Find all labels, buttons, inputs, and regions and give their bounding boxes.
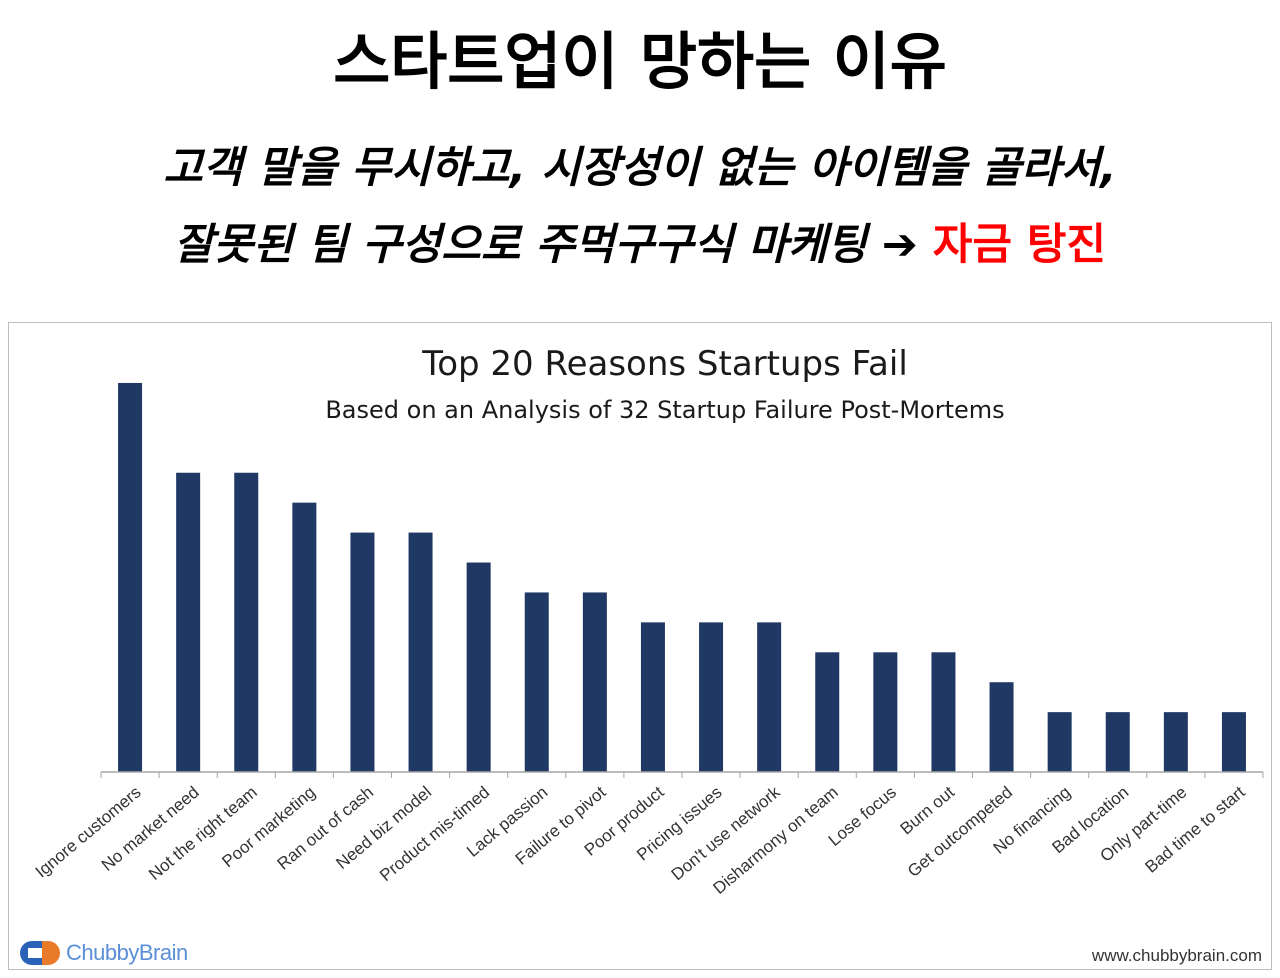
bar — [815, 652, 840, 772]
page-title: 스타트업이 망하는 이유 — [333, 25, 947, 98]
x-tick-label: Bad time to start — [1141, 782, 1248, 876]
x-tick-label: No market need — [98, 783, 203, 875]
bar — [640, 622, 665, 772]
bar — [350, 532, 375, 772]
bar — [118, 382, 143, 772]
bar — [1105, 712, 1130, 772]
chart-subtitle: Based on an Analysis of 32 Startup Failu… — [325, 396, 1004, 424]
logo-text: ChubbyBrain — [66, 940, 188, 965]
x-tick-label: Ignore customers — [32, 783, 145, 882]
bar — [408, 532, 433, 772]
bars-group — [118, 382, 1246, 772]
bar — [582, 592, 607, 772]
bar — [931, 652, 956, 772]
subtitle-line-1: 고객 말을 무시하고, 시장성이 없는 아이템을 골라서, — [163, 143, 1117, 193]
x-tick-label: Not the right team — [145, 783, 261, 884]
subtitle-line-2: 잘못된 팀 구성으로 주먹구구식 마케팅 ➔ 자금 탕진 — [0, 220, 1280, 270]
chubbybrain-logo: ChubbyBrain — [20, 938, 188, 968]
chart-title: Top 20 Reasons Startups Fail — [421, 344, 908, 384]
bar — [524, 592, 549, 772]
bar — [989, 682, 1014, 772]
logo-icon — [20, 939, 62, 967]
highlight-text: 자금 탕진 — [932, 220, 1107, 270]
chart-frame: Top 20 Reasons Startups Fail Based on an… — [8, 322, 1272, 970]
bar — [176, 472, 201, 772]
x-tick-marks — [100, 772, 1264, 778]
bar — [234, 472, 259, 772]
bar — [1221, 712, 1246, 772]
bar — [292, 502, 317, 772]
bar — [757, 622, 782, 772]
x-tick-label: Get outcompeted — [904, 783, 1016, 881]
bar — [1163, 712, 1188, 772]
bar — [1047, 712, 1072, 772]
bar-chart: Top 20 Reasons Startups Fail Based on an… — [32, 344, 1264, 898]
x-tick-label: Product mis-timed — [376, 783, 493, 886]
bar — [466, 562, 491, 772]
bar — [699, 622, 724, 772]
bar — [873, 652, 898, 772]
subtitle-line-2-text: 잘못된 팀 구성으로 주먹구구식 마케팅 — [173, 220, 867, 270]
arrow-icon: ➔ — [881, 220, 918, 270]
website-url: www.chubbybrain.com — [1091, 946, 1262, 965]
